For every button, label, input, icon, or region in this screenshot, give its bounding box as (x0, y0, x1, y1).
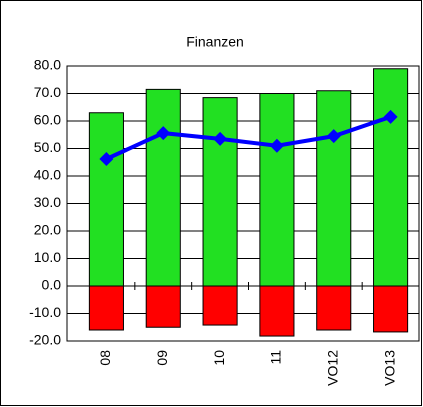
y-tick-label: 80.0 (34, 57, 61, 73)
bar (88, 112, 124, 287)
y-tick-label: 50.0 (34, 139, 61, 155)
bar (373, 68, 409, 287)
y-tick-label: 20.0 (34, 222, 61, 238)
line-marker (213, 131, 228, 146)
chart-title: Finanzen (186, 34, 244, 50)
line-marker (99, 151, 114, 166)
x-tick-label: VO12 (324, 350, 340, 386)
x-tick-label: 10 (211, 350, 227, 366)
y-tick-label: 0.0 (42, 277, 62, 293)
y-tick-label: 40.0 (34, 167, 61, 183)
x-tick-label: 09 (154, 350, 170, 366)
bar (316, 285, 352, 331)
bar (145, 88, 181, 287)
bar (88, 285, 124, 331)
bar (316, 90, 352, 287)
bar (259, 93, 295, 287)
y-tick-label: 30.0 (34, 194, 61, 210)
y-tick-label: -10.0 (29, 304, 61, 320)
line-marker (326, 129, 341, 144)
y-tick-label: 70.0 (34, 84, 61, 100)
x-tick-label: 08 (97, 350, 113, 366)
bar (145, 285, 181, 328)
x-tick-label: VO13 (381, 350, 397, 386)
bar (202, 97, 238, 287)
y-tick-label: 10.0 (34, 249, 61, 265)
bar (202, 285, 238, 326)
bar (259, 285, 295, 337)
line (105, 114, 392, 161)
y-tick-label: 60.0 (34, 112, 61, 128)
y-tick-label: -20.0 (29, 332, 61, 348)
x-tick-label: 11 (268, 350, 284, 365)
line-marker (269, 138, 284, 153)
line-marker (156, 126, 171, 141)
bar (373, 285, 409, 333)
line-marker (383, 109, 398, 124)
